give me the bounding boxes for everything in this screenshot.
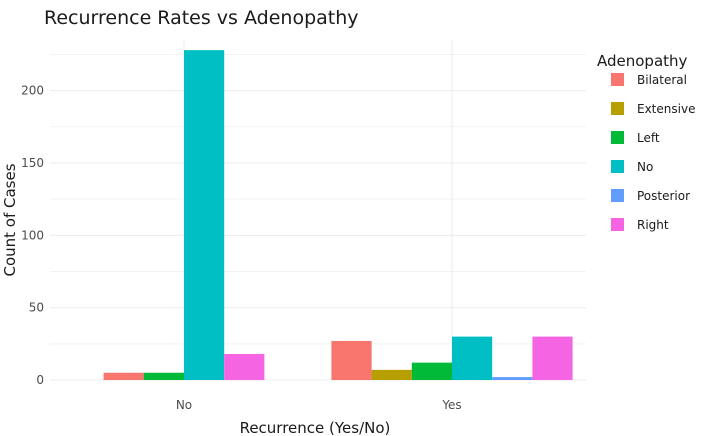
y-tick-label: 50 xyxy=(29,301,44,315)
bars xyxy=(103,50,573,381)
y-axis-title: Count of Cases xyxy=(1,163,19,276)
bar-bilateral-yes xyxy=(331,340,372,380)
legend-swatch-posterior xyxy=(611,189,624,202)
legend-label-extensive: Extensive xyxy=(637,102,695,116)
legend-swatch-no xyxy=(611,160,624,173)
y-tick-label: 0 xyxy=(36,373,44,387)
bar-extensive-yes xyxy=(371,369,412,380)
legend-swatch-left xyxy=(611,131,624,144)
bar-no-no xyxy=(184,50,225,381)
bar-posterior-yes xyxy=(492,377,533,380)
chart-title: Recurrence Rates vs Adenopathy xyxy=(44,7,359,29)
y-axis-ticks: 0 50 100 150 200 xyxy=(21,84,44,387)
x-tick-label: Yes xyxy=(441,398,461,412)
x-axis-ticks: No Yes xyxy=(176,398,462,412)
legend-swatch-bilateral xyxy=(611,73,624,86)
y-tick-label: 150 xyxy=(21,156,44,170)
bar-right-no xyxy=(224,353,265,380)
bar-no-yes xyxy=(452,336,493,380)
x-tick-label: No xyxy=(176,398,192,412)
bar-left-yes xyxy=(411,362,452,380)
legend-label-left: Left xyxy=(637,131,660,145)
legend-label-right: Right xyxy=(637,218,669,232)
legend-swatch-right xyxy=(611,218,624,231)
y-tick-label: 100 xyxy=(21,228,44,242)
x-axis-title: Recurrence (Yes/No) xyxy=(240,419,391,436)
legend-label-no: No xyxy=(637,160,653,174)
legend: Adenopathy Bilateral Extensive Left No Poste… xyxy=(597,52,695,232)
bar-bilateral-no xyxy=(103,372,144,380)
legend-swatch-extensive xyxy=(611,102,624,115)
bar-left-no xyxy=(143,372,184,380)
bar-right-yes xyxy=(532,336,573,380)
gridlines xyxy=(50,40,586,381)
legend-label-posterior: Posterior xyxy=(637,189,690,203)
y-tick-label: 200 xyxy=(21,84,44,98)
legend-label-bilateral: Bilateral xyxy=(637,73,687,87)
legend-title: Adenopathy xyxy=(597,52,688,70)
